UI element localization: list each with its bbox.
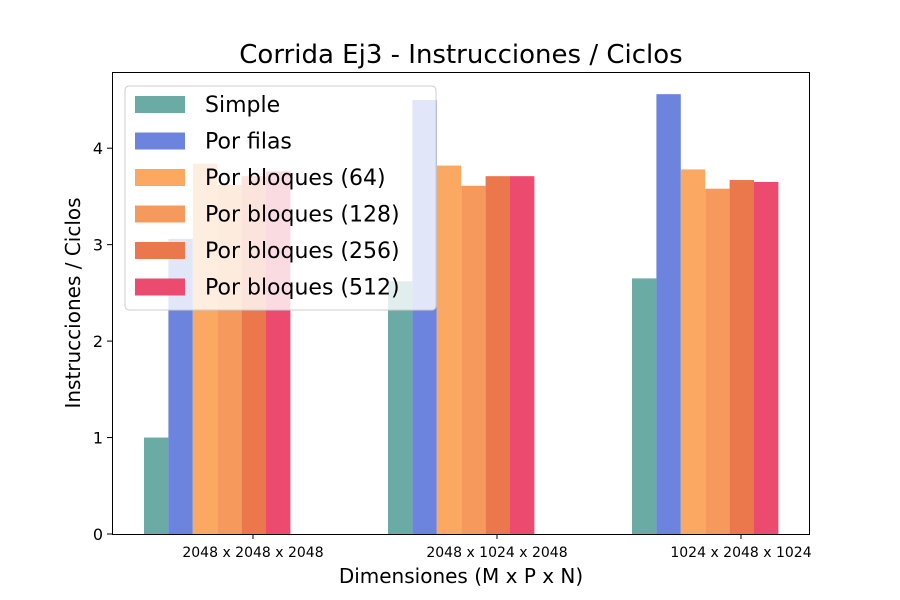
bar — [461, 185, 486, 534]
bar — [754, 181, 779, 534]
y-tick-label: 1 — [93, 429, 103, 448]
legend-label: Por bloques (128) — [205, 203, 400, 228]
y-axis: 0 1 2 3 4 — [93, 139, 112, 544]
legend-swatch — [135, 169, 185, 186]
legend-label: Por filas — [205, 130, 292, 155]
bar — [144, 437, 169, 534]
legend-label: Simple — [205, 93, 280, 118]
legend-label: Por bloques (256) — [205, 239, 400, 264]
legend-label: Por bloques (512) — [205, 276, 400, 301]
legend-label: Por bloques (64) — [205, 166, 386, 191]
bar — [656, 94, 681, 534]
legend-swatch — [135, 278, 185, 296]
bar — [388, 281, 413, 534]
bar — [632, 278, 657, 534]
x-axis: 2048 x 2048 x 2048 2048 x 1024 x 2048 1024… — [182, 534, 812, 561]
y-tick-label: 2 — [93, 332, 103, 351]
y-axis-label: Instrucciones / Ciclos — [61, 197, 85, 408]
y-tick-label: 0 — [93, 525, 103, 544]
bar — [680, 169, 706, 534]
legend-swatch — [135, 242, 185, 259]
y-tick-label: 4 — [93, 139, 103, 158]
bar — [485, 176, 510, 535]
x-tick-label: 2048 x 2048 x 2048 — [182, 545, 323, 561]
y-tick-label: 3 — [93, 236, 103, 255]
legend-swatch — [135, 96, 185, 113]
bar — [436, 165, 462, 534]
bar — [705, 188, 730, 535]
bar — [510, 176, 535, 535]
chart-title: Corrida Ej3 - Instrucciones / Ciclos — [239, 40, 682, 70]
plot-area-frame — [112, 72, 810, 535]
x-tick-label: 2048 x 1024 x 2048 — [426, 545, 567, 561]
legend-swatch — [135, 205, 185, 223]
bar — [729, 180, 754, 534]
legend-swatch — [135, 132, 185, 150]
x-tick-label: 1024 x 2048 x 1024 — [670, 545, 811, 561]
x-axis-label: Dimensiones (M x P x N) — [339, 564, 583, 588]
legend-box — [124, 85, 437, 311]
legend: Simple Por filas Por bloques (64) Por bloqu… — [124, 85, 437, 311]
